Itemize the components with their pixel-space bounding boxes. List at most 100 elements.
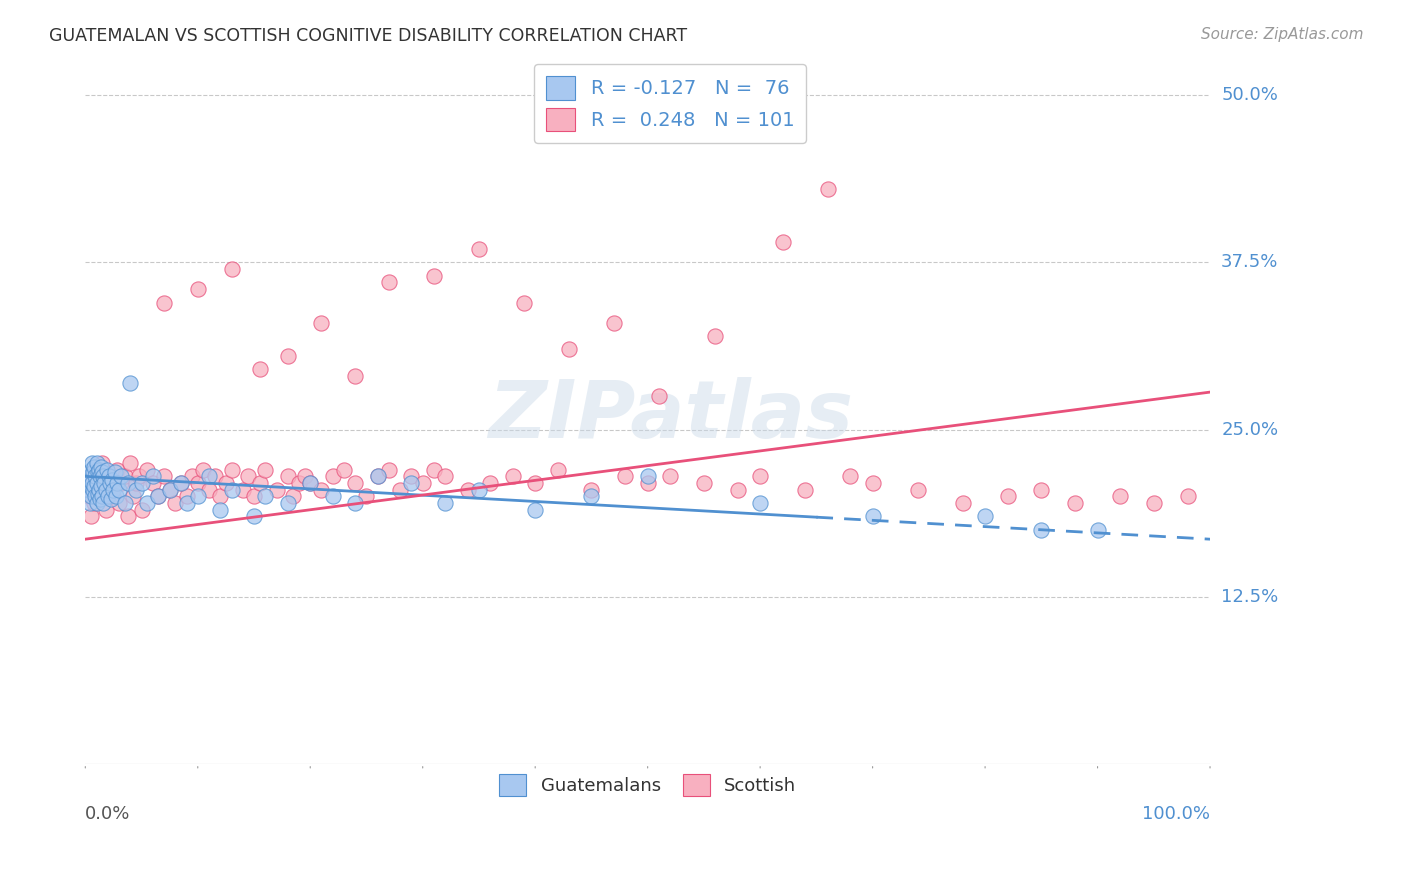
Point (120, 376, 142, 390)
Point (727, 483, 749, 497)
Point (614, 469, 637, 483)
Point (148, 489, 170, 503)
Point (283, 489, 305, 503)
Point (221, 463, 243, 477)
Point (1031, 483, 1053, 497)
Point (288, 476, 311, 491)
Point (97, 489, 120, 503)
Point (77, 489, 100, 503)
Point (86, 476, 108, 491)
Point (232, 483, 254, 497)
Point (136, 463, 159, 477)
Point (198, 469, 221, 483)
Point (136, 496, 159, 510)
Point (114, 469, 136, 483)
Point (839, 469, 862, 483)
Text: Source: ZipAtlas.com: Source: ZipAtlas.com (1201, 27, 1364, 42)
Point (378, 276, 401, 290)
Point (704, 329, 727, 343)
Point (249, 476, 271, 491)
Point (277, 496, 299, 510)
Point (103, 466, 125, 480)
Point (108, 496, 131, 510)
Point (187, 282, 209, 296)
Point (86, 486, 108, 500)
Point (131, 476, 153, 491)
Point (170, 476, 193, 491)
Point (254, 463, 277, 477)
Point (121, 489, 143, 503)
Point (80, 476, 103, 491)
Point (249, 362, 271, 376)
Point (333, 463, 356, 477)
Point (299, 476, 322, 491)
Text: 12.5%: 12.5% (1222, 588, 1278, 606)
Point (243, 489, 266, 503)
Point (221, 262, 243, 277)
Point (322, 489, 344, 503)
Point (659, 469, 682, 483)
Point (79, 496, 101, 510)
Point (103, 483, 125, 497)
Point (91, 466, 114, 480)
Point (101, 474, 124, 488)
Point (80, 489, 103, 503)
Point (423, 268, 446, 283)
Point (794, 483, 817, 497)
Point (80, 456, 103, 470)
Point (131, 502, 153, 516)
Point (266, 483, 288, 497)
Point (749, 496, 772, 510)
Point (389, 483, 412, 497)
Point (294, 469, 316, 483)
Point (299, 476, 322, 491)
Point (105, 476, 128, 491)
Point (221, 483, 243, 497)
Point (198, 483, 221, 497)
Point (97, 469, 120, 483)
Point (772, 235, 794, 250)
Point (153, 469, 176, 483)
Point (98, 476, 121, 491)
Point (524, 502, 547, 516)
Point (277, 469, 299, 483)
Point (468, 242, 491, 256)
Point (86, 456, 108, 470)
Point (93, 476, 115, 491)
Point (862, 509, 884, 524)
Point (117, 509, 139, 524)
Point (83, 496, 105, 510)
Point (142, 476, 165, 491)
Point (558, 343, 581, 357)
Point (862, 476, 884, 491)
Point (367, 469, 389, 483)
Point (513, 295, 536, 310)
Text: ZIPatlas: ZIPatlas (488, 377, 852, 455)
Text: 25.0%: 25.0% (1222, 420, 1278, 439)
Point (1064, 496, 1087, 510)
Point (907, 483, 929, 497)
Point (79, 469, 101, 483)
Point (114, 496, 136, 510)
Point (97, 469, 120, 483)
Point (344, 476, 367, 491)
Point (87, 463, 110, 477)
Point (1031, 523, 1053, 537)
Point (104, 489, 127, 503)
Point (311, 316, 333, 330)
Text: 50.0%: 50.0% (1222, 87, 1278, 104)
Point (77, 483, 100, 497)
Point (457, 483, 479, 497)
Point (105, 463, 128, 477)
Point (367, 469, 389, 483)
Point (209, 489, 232, 503)
Point (215, 476, 238, 491)
Point (997, 489, 1019, 503)
Point (86, 463, 108, 477)
Point (817, 182, 839, 196)
Point (76, 476, 98, 491)
Point (89, 469, 111, 483)
Point (434, 469, 457, 483)
Point (80, 509, 103, 524)
Point (103, 489, 125, 503)
